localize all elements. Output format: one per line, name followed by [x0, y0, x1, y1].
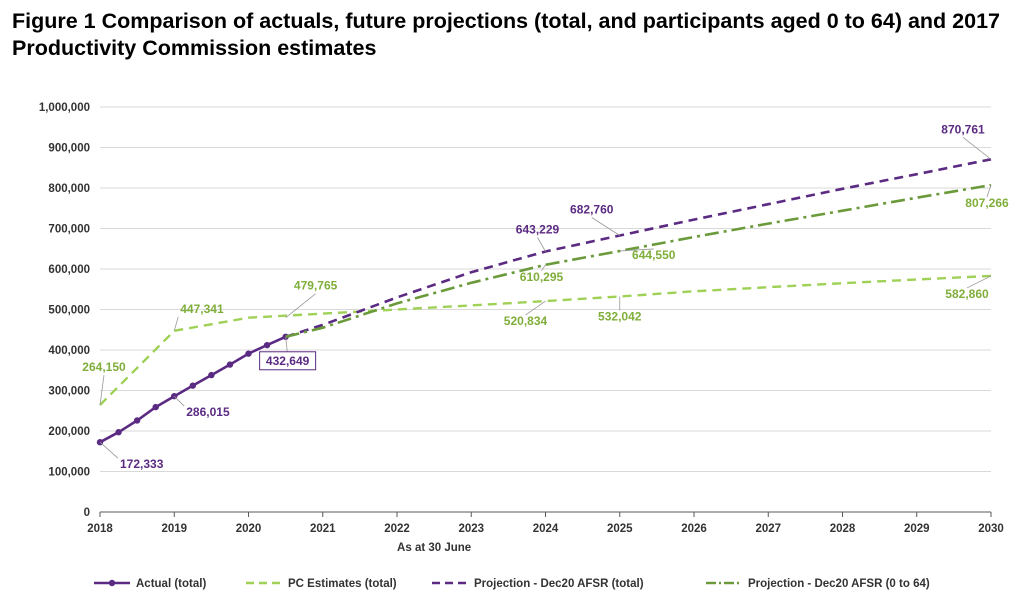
leader-line [99, 441, 119, 459]
x-tick-label: 2026 [681, 523, 707, 535]
x-tick-label: 2025 [607, 523, 633, 535]
legend: Actual (total) PC Estimates (total) Projec… [94, 578, 930, 590]
data-point-actual [245, 350, 252, 357]
legend-label: Projection - Dec20 AFSR (total) [474, 578, 644, 590]
leader-line [537, 237, 546, 252]
x-tick-label: 2022 [384, 523, 410, 535]
legend-label: Projection - Dec20 AFSR (0 to 64) [748, 578, 930, 590]
leader-line [986, 184, 992, 198]
data-label: 447,341 [180, 302, 224, 316]
data-labels: 172,333 286,015 432,649 264,150 447,341 479,7… [82, 122, 1009, 471]
data-point-actual [152, 403, 159, 411]
y-tick-label: 100,000 [48, 467, 90, 479]
leader-line [173, 395, 185, 407]
data-point-actual [189, 382, 197, 389]
y-tick-label: 900,000 [48, 143, 90, 155]
data-label: 172,333 [120, 457, 164, 471]
legend-label: Actual (total) [136, 578, 206, 590]
x-tick-label: 2027 [755, 523, 781, 535]
x-tick-label: 2029 [904, 523, 930, 535]
data-label: 807,266 [965, 196, 1009, 210]
leader-line [541, 264, 546, 272]
leader-line [285, 293, 316, 319]
series-line-projection_total [285, 158, 992, 339]
leader-line [591, 217, 620, 236]
data-label-box [259, 351, 317, 371]
data-point-actual [226, 361, 234, 368]
data-label: 682,760 [570, 202, 614, 216]
x-axis-title: As at 30 June [397, 542, 471, 554]
data-label: 479,765 [294, 279, 338, 293]
legend-label: PC Estimates (total) [288, 578, 397, 590]
data-label: 264,150 [82, 360, 126, 374]
y-tick-label: 400,000 [48, 345, 90, 357]
data-point-actual [133, 417, 141, 424]
y-tick-label: 600,000 [48, 264, 90, 276]
data-point-actual [115, 429, 122, 436]
series-line-pc [99, 274, 992, 406]
x-tick-label: 2018 [87, 523, 113, 535]
data-label: 582,860 [945, 287, 989, 301]
y-tick-label: 700,000 [48, 224, 90, 236]
data-point-actual [263, 341, 271, 349]
x-tick-label: 2023 [458, 523, 484, 535]
data-label: 520,834 [504, 314, 548, 328]
axes: 0 100,000 200,000 300,000 400,000 500,000 600,… [39, 102, 1004, 554]
leader-line [99, 374, 105, 406]
leader-line [525, 300, 546, 316]
x-tick-label: 2024 [533, 523, 559, 535]
leader-line [173, 316, 179, 331]
y-tick-label: 500,000 [48, 305, 90, 317]
x-tick-label: 2030 [978, 523, 1004, 535]
y-tick-label: 200,000 [48, 426, 90, 438]
y-tick-label: 1,000,000 [39, 102, 90, 114]
leader-line [619, 248, 654, 252]
data-label: 432,649 [266, 354, 310, 368]
x-tick-label: 2021 [310, 523, 336, 535]
x-tick-label: 2028 [830, 523, 856, 535]
y-tick-label: 800,000 [48, 183, 90, 195]
x-tick-label: 2020 [236, 523, 262, 535]
y-tick-label: 300,000 [48, 386, 90, 398]
leader-line [966, 275, 992, 289]
data-label: 532,042 [598, 310, 642, 324]
data-label: 870,761 [941, 122, 985, 136]
y-tick-label: 0 [84, 507, 90, 519]
leader-line [962, 137, 992, 160]
data-label: 610,295 [520, 270, 564, 284]
gridlines [100, 106, 991, 472]
chart-title: Figure 1 Comparison of actuals, future p… [12, 9, 1000, 60]
data-label: 644,550 [632, 248, 676, 262]
data-point-actual [208, 371, 215, 379]
x-tick-label: 2019 [161, 523, 187, 535]
data-label: 643,229 [516, 222, 560, 236]
series-line-actual [99, 335, 287, 444]
data-label: 286,015 [186, 405, 230, 419]
legend-marker [108, 579, 116, 587]
